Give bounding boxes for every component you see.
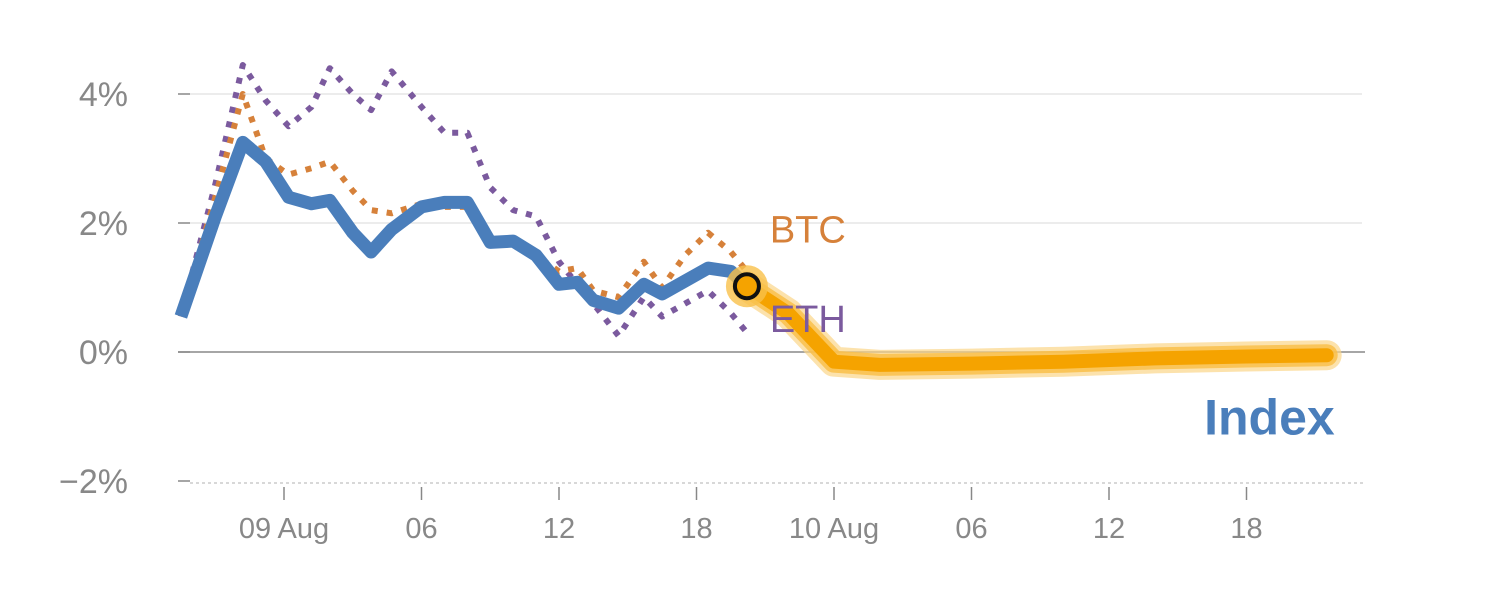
series-line-btc <box>178 91 750 318</box>
x-tick-label: 06 <box>955 513 987 545</box>
series-label-eth: ETH <box>770 299 846 341</box>
forecast-line <box>739 279 1334 372</box>
axis-layer: −2% 0% 2% 4% 09 Aug 06 12 18 10 Aug 06 12 18 <box>59 76 1263 545</box>
x-tick-label: 09 Aug <box>239 513 329 545</box>
x-tick-label: 12 <box>1093 513 1125 545</box>
series-layer <box>174 62 1342 380</box>
series-label-btc: BTC <box>770 210 846 252</box>
y-tick-label: 0% <box>79 334 128 372</box>
x-tick-label: 06 <box>405 513 437 545</box>
y-tick-label: −2% <box>59 463 128 501</box>
current-point-marker <box>732 272 761 301</box>
series-line-index <box>174 135 752 319</box>
x-tick-label: 18 <box>680 513 712 545</box>
label-layer: BTC ETH Index <box>770 210 1335 446</box>
series-label-index: Index <box>1204 390 1335 446</box>
y-tick-label: 4% <box>79 76 128 114</box>
y-tick-label: 2% <box>79 205 128 243</box>
x-tick-label: 12 <box>543 513 575 545</box>
x-tick-label: 10 Aug <box>789 513 879 545</box>
x-tick-label: 18 <box>1230 513 1262 545</box>
